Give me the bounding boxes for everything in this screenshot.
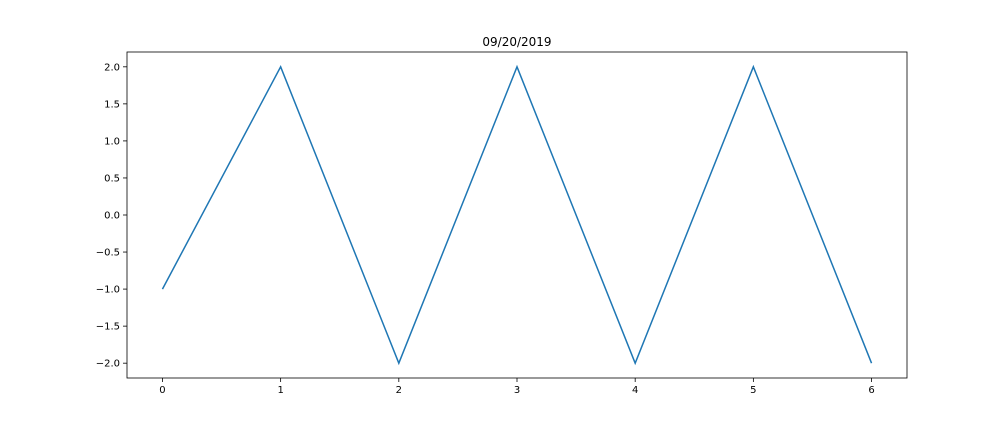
chart-title: 09/20/2019 [482, 35, 551, 49]
y-tick-label: −1.5 [96, 322, 120, 333]
x-tick-label: 0 [159, 385, 165, 396]
x-axis: 0 1 2 3 4 5 6 [159, 378, 875, 396]
y-tick-label: 0.5 [104, 173, 120, 184]
y-axis: 2.0 1.5 1.0 0.5 0.0 −0.5 −1.0 −1.5 −2.0 [96, 62, 127, 370]
y-tick-label: −2.0 [96, 359, 120, 370]
x-tick-label: 1 [277, 385, 283, 396]
x-tick-label: 5 [750, 385, 756, 396]
y-tick-label: 0.0 [104, 211, 120, 222]
y-tick-label: 1.0 [104, 136, 120, 147]
x-tick-label: 2 [396, 385, 402, 396]
y-tick-label: −1.0 [96, 285, 120, 296]
y-tick-label: −0.5 [96, 248, 120, 259]
series-line-0 [161, 64, 873, 366]
y-tick-label: 2.0 [104, 62, 120, 73]
y-tick-label: 1.5 [104, 99, 120, 110]
x-tick-label: 6 [868, 385, 874, 396]
plot-area-frame [126, 51, 908, 379]
x-tick-label: 4 [632, 385, 638, 396]
series-layer [161, 64, 873, 366]
x-tick-label: 3 [514, 385, 520, 396]
